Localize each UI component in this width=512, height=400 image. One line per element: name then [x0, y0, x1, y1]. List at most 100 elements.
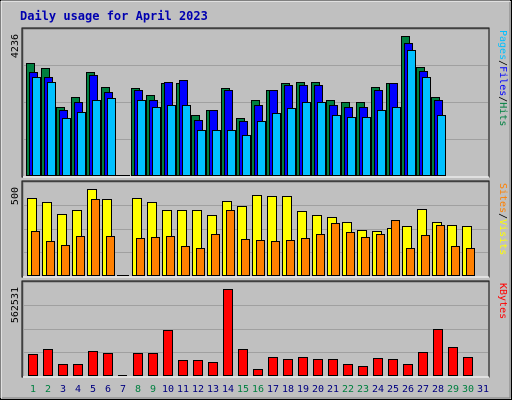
visits-sites-bar: [121, 275, 129, 276]
hits-pages-bar: [437, 115, 446, 176]
visits-sites-bar: [301, 238, 310, 276]
visits-sites-bar: [181, 246, 190, 276]
hits-pages-bar: [362, 117, 371, 176]
hits-pages-bar: [227, 130, 236, 176]
hits-pages-bar: [32, 77, 41, 176]
day-tick-label: 12: [192, 384, 204, 395]
hits-pages-bar: [62, 118, 71, 176]
day-tick-label: 25: [387, 384, 399, 395]
kbytes-kbytes-bar: [73, 364, 83, 376]
visits-sites-bar: [31, 231, 40, 276]
kbytes-kbytes-bar: [388, 359, 398, 376]
day-tick-label: 24: [372, 384, 384, 395]
kbytes-kbytes-bar: [283, 359, 293, 376]
hits-pages-bar: [392, 107, 401, 176]
visits-sites-bar: [316, 234, 325, 276]
hits-pages-bar: [332, 115, 341, 176]
kbytes-kbytes-bar: [28, 354, 38, 376]
visits-sites-bar: [421, 235, 430, 276]
legend-files: Files: [497, 66, 508, 96]
hits-pages-bar: [77, 112, 86, 176]
kbytes-kbytes-bar: [163, 330, 173, 376]
visits-sites-bar: [76, 236, 85, 276]
day-tick-label: 14: [222, 384, 234, 395]
kbytes-kbytes-bar: [148, 353, 158, 376]
day-tick-label: 1: [30, 384, 36, 395]
visits-sites-bar: [361, 237, 370, 276]
day-tick-label: 26: [402, 384, 414, 395]
hits-pages-bar: [92, 100, 101, 176]
day-tick-label: 31: [477, 384, 489, 395]
day-tick-label: 3: [60, 384, 66, 395]
day-tick-label: 27: [417, 384, 429, 395]
hits-pages-bar: [377, 110, 386, 176]
visits-sites-bar: [346, 232, 355, 276]
visits-sites-bar: [61, 245, 70, 276]
day-tick-label: 2: [45, 384, 51, 395]
visits-sites-bar: [286, 240, 295, 276]
visits-sites-bar: [106, 236, 115, 276]
hits-pages-bar: [107, 98, 116, 176]
hits-pages-bar: [302, 102, 311, 176]
visits-sites-bar: [376, 234, 385, 276]
hits-pages-bar: [197, 130, 206, 176]
kbytes-kbytes-bar: [313, 359, 323, 376]
kbytes-kbytes-bar: [328, 359, 338, 376]
day-tick-label: 23: [357, 384, 369, 395]
hits-pages-bar: [422, 77, 431, 176]
kbytes-kbytes-bar: [193, 360, 203, 376]
visits-sites-bar: [451, 246, 460, 276]
legend-hits: Hits: [497, 102, 508, 126]
kbytes-kbytes-bar: [223, 289, 233, 376]
visits-max-label: 500: [10, 187, 21, 205]
kbytes-kbytes-bar: [433, 329, 443, 376]
hits-pages-bar: [347, 117, 356, 176]
hits-pages-bar: [212, 130, 221, 176]
legend-visits: Visits: [497, 219, 508, 255]
legend-sites: Sites: [497, 183, 508, 213]
visits-sites-bar: [436, 225, 445, 276]
visits-sites-bar: [166, 236, 175, 276]
kbytes-kbytes-bar: [133, 353, 143, 376]
visits-sites-bar: [256, 240, 265, 276]
visits-sites-bar: [331, 223, 340, 276]
hits-pages-bar: [317, 102, 326, 176]
legend-pages: Pages: [497, 30, 508, 60]
kbytes-kbytes-bar: [238, 349, 248, 376]
kbytes-kbytes-bar: [58, 364, 68, 376]
hits-pages-bar: [242, 135, 251, 176]
legend-separator: /: [497, 213, 508, 219]
legend-separator: /: [497, 60, 508, 66]
visits-sites-bar: [466, 248, 475, 276]
day-tick-label: 20: [312, 384, 324, 395]
day-tick-label: 8: [135, 384, 141, 395]
bars: [26, 36, 475, 376]
hits-pages-bar: [287, 108, 296, 176]
visits-sites-bar: [226, 210, 235, 276]
hits-pages-bar: [407, 50, 416, 176]
legend-separator: /: [497, 96, 508, 102]
day-tick-label: 7: [120, 384, 126, 395]
day-tick-label: 18: [282, 384, 294, 395]
kbytes-kbytes-bar: [178, 360, 188, 376]
hits-pages-bar: [182, 105, 191, 176]
kbytes-kbytes-bar: [373, 358, 383, 376]
kbytes-kbytes-bar: [403, 364, 413, 376]
kbytes-kbytes-bar: [253, 369, 263, 376]
day-tick-label: 29: [447, 384, 459, 395]
hits-legend-label: Pages/Files/Hits: [497, 30, 508, 126]
kbytes-kbytes-bar: [118, 375, 127, 376]
day-tick-label: 9: [150, 384, 156, 395]
kbytes-kbytes-bar: [463, 357, 473, 376]
kbytes-kbytes-bar: [448, 347, 458, 376]
hits-pages-bar: [137, 100, 146, 176]
hits-max-label: 4236: [10, 34, 21, 58]
day-tick-label: 16: [252, 384, 264, 395]
day-tick-label: 11: [177, 384, 189, 395]
day-tick-label: 28: [432, 384, 444, 395]
day-tick-label: 10: [162, 384, 174, 395]
kbytes-kbytes-bar: [358, 366, 368, 376]
